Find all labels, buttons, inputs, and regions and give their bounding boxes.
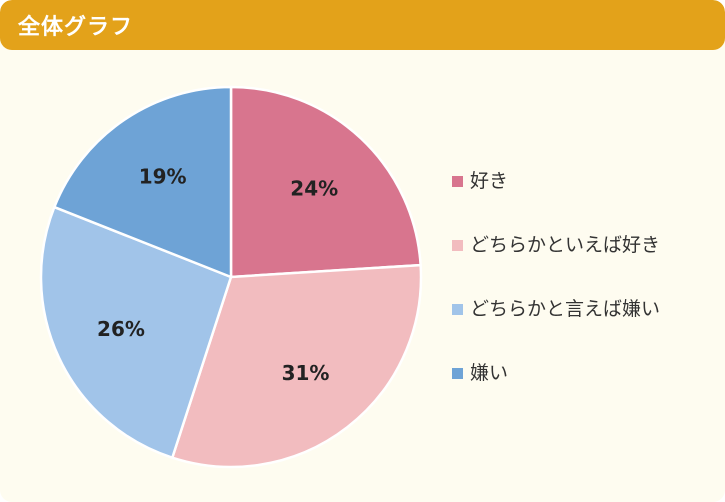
pie-slice-dislike [53,85,233,279]
pie-slice-somewhat-dislike [39,205,233,459]
pie-slice-labels: 24% 31% 26% 19% [97,164,338,385]
legend-label: どちらかと言えば嫌い [470,298,661,320]
legend-label: どちらかといえば好き [470,234,661,256]
pie-slice-value-label: 31% [282,361,330,385]
legend-swatch [452,304,463,315]
legend-swatch [452,368,463,379]
pie-slice-value-label: 26% [97,317,145,341]
legend-label: 好き [470,170,509,192]
legend-swatch [452,240,463,251]
pie-slice-like [229,85,422,279]
pie-slices [39,85,423,469]
pie-slice-value-label: 19% [139,164,187,188]
legend-swatch [452,176,463,187]
pie-slice-somewhat-like [171,263,423,469]
header-bar: 全体グラフ [0,0,725,50]
legend-label: 嫌い [470,362,509,384]
page-title: 全体グラフ [18,15,134,40]
pie-slice-value-label: 24% [290,176,338,200]
